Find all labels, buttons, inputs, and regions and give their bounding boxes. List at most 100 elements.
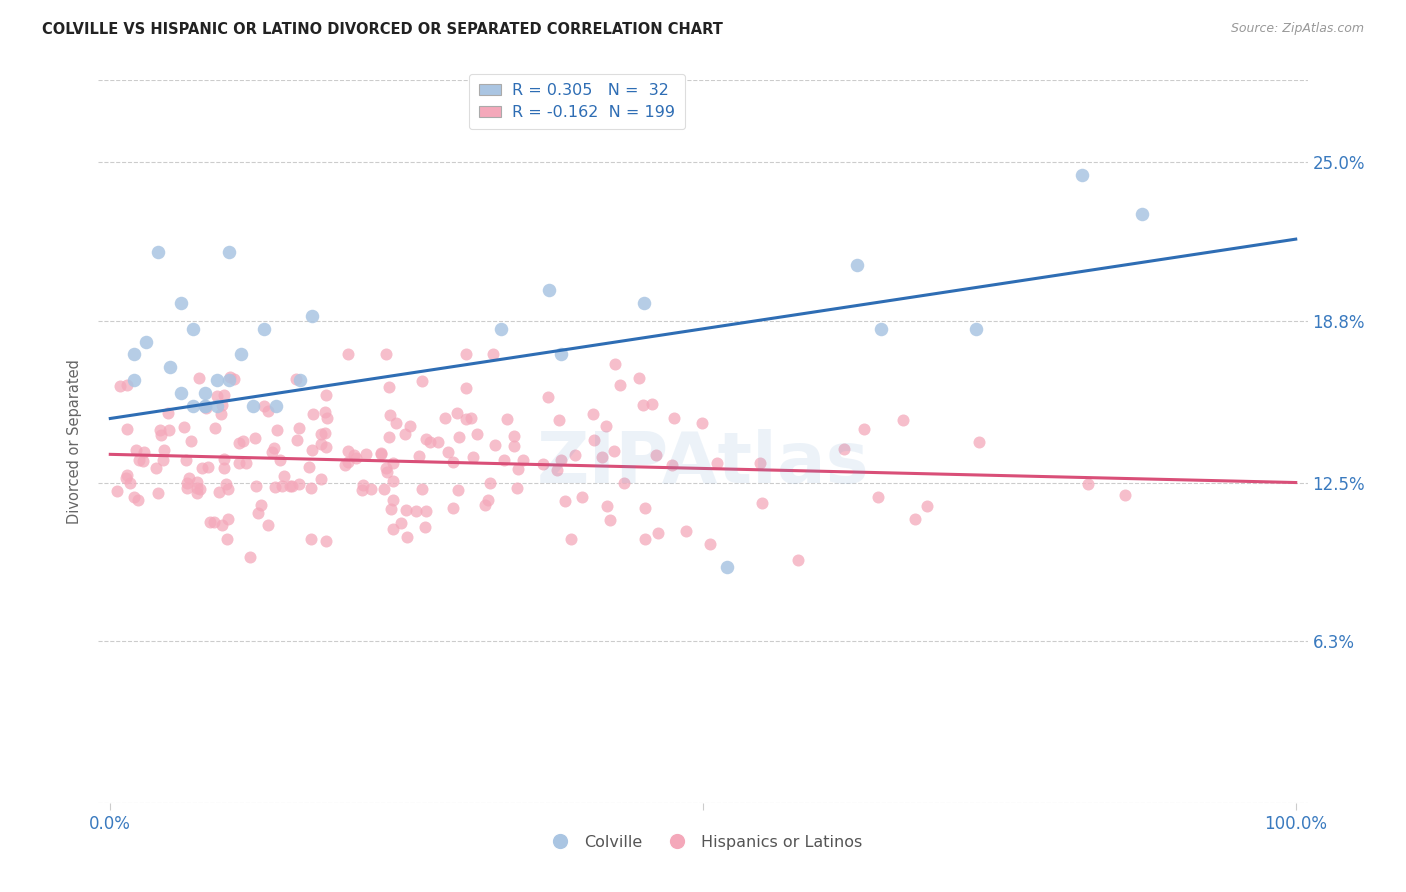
Point — [170, 385, 193, 400]
Point — [314, 425, 336, 440]
Point — [174, 452, 197, 467]
Point — [299, 532, 322, 546]
Text: COLVILLE VS HISPANIC OR LATINO DIVORCED OR SEPARATED CORRELATION CHART: COLVILLE VS HISPANIC OR LATINO DIVORCED … — [42, 22, 723, 37]
Point — [832, 442, 855, 456]
Point — [212, 461, 235, 475]
Point — [212, 451, 235, 466]
Point — [1130, 206, 1153, 220]
Point — [852, 422, 875, 436]
Point — [217, 482, 239, 496]
Point — [904, 512, 927, 526]
Point — [263, 441, 285, 455]
Point — [350, 483, 373, 497]
Point — [690, 416, 713, 430]
Point — [503, 429, 526, 443]
Point — [229, 347, 252, 361]
Point — [315, 388, 337, 402]
Point — [176, 481, 198, 495]
Point — [202, 515, 225, 529]
Point — [382, 474, 405, 488]
Point — [628, 371, 651, 385]
Point — [309, 437, 332, 451]
Point — [105, 483, 128, 498]
Point — [443, 501, 465, 516]
Point — [122, 373, 145, 387]
Point — [378, 430, 401, 444]
Point — [474, 498, 496, 512]
Point — [389, 516, 412, 531]
Point — [218, 370, 240, 384]
Point — [222, 372, 245, 386]
Point — [603, 357, 626, 371]
Point — [145, 461, 167, 475]
Text: ZIPAtlas: ZIPAtlas — [537, 429, 869, 498]
Point — [609, 378, 631, 392]
Point — [149, 423, 172, 437]
Point — [273, 468, 295, 483]
Point — [478, 476, 501, 491]
Point — [550, 452, 572, 467]
Point — [550, 347, 572, 361]
Point — [246, 506, 269, 520]
Point — [382, 457, 405, 471]
Point — [661, 458, 683, 472]
Point — [647, 526, 669, 541]
Point — [463, 450, 485, 464]
Point — [413, 519, 436, 533]
Point — [706, 456, 728, 470]
Point — [537, 284, 560, 298]
Point — [408, 450, 430, 464]
Point — [456, 381, 478, 395]
Point — [115, 422, 138, 436]
Point — [786, 552, 808, 566]
Point — [460, 411, 482, 425]
Point — [375, 461, 398, 475]
Point — [491, 322, 513, 336]
Point — [537, 390, 560, 404]
Point — [399, 419, 422, 434]
Point — [146, 244, 169, 259]
Point — [115, 377, 138, 392]
Point — [595, 419, 617, 434]
Point — [197, 460, 219, 475]
Point — [315, 440, 337, 454]
Point — [208, 485, 231, 500]
Point — [602, 444, 624, 458]
Point — [205, 389, 228, 403]
Point — [253, 322, 276, 336]
Point — [360, 482, 382, 496]
Point — [394, 502, 416, 516]
Point — [132, 445, 155, 459]
Point — [891, 412, 914, 426]
Point — [315, 534, 337, 549]
Point — [194, 399, 217, 413]
Point — [309, 472, 332, 486]
Point — [278, 478, 301, 492]
Point — [179, 471, 201, 485]
Point — [477, 493, 499, 508]
Point — [699, 537, 721, 551]
Point — [352, 477, 374, 491]
Point — [301, 309, 323, 323]
Point — [242, 399, 264, 413]
Point — [1114, 488, 1136, 502]
Point — [125, 442, 148, 457]
Point — [269, 453, 291, 467]
Point — [288, 476, 311, 491]
Point — [239, 549, 262, 564]
Point — [967, 434, 990, 449]
Point — [508, 462, 530, 476]
Point — [582, 434, 605, 448]
Point — [299, 482, 322, 496]
Point — [548, 413, 571, 427]
Point — [188, 482, 211, 496]
Text: Source: ZipAtlas.com: Source: ZipAtlas.com — [1230, 22, 1364, 36]
Point — [596, 499, 619, 513]
Point — [204, 421, 226, 435]
Point — [564, 448, 586, 462]
Point — [191, 460, 214, 475]
Point — [122, 347, 145, 361]
Point — [675, 524, 697, 538]
Point — [447, 483, 470, 497]
Point — [415, 504, 437, 518]
